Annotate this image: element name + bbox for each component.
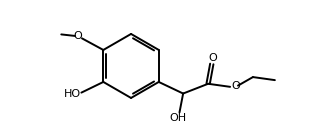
Text: HO: HO	[64, 89, 81, 99]
Text: O: O	[231, 81, 240, 91]
Text: OH: OH	[169, 113, 187, 123]
Text: O: O	[74, 31, 83, 41]
Text: O: O	[208, 54, 217, 63]
